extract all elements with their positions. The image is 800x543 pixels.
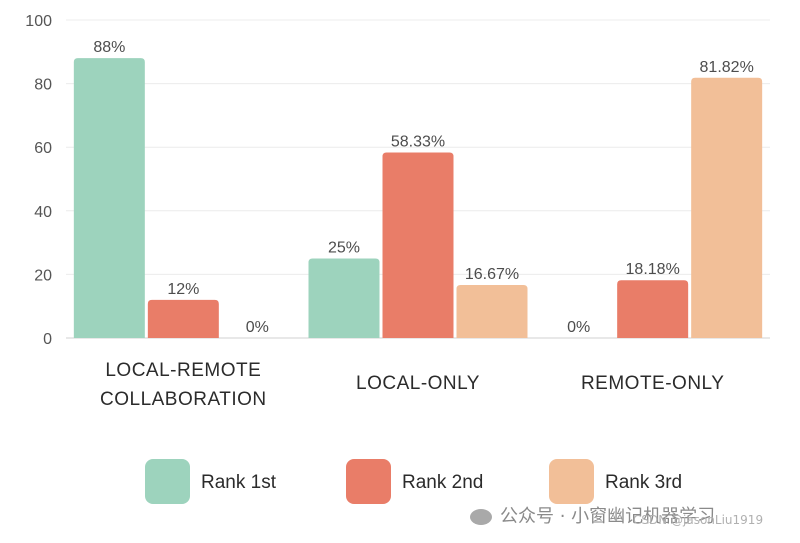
bar (617, 280, 689, 338)
data-label: 16.67% (465, 266, 519, 283)
wechat-icon (470, 509, 492, 525)
data-label: 88% (93, 39, 125, 56)
bars (73, 58, 763, 338)
bar (691, 77, 763, 338)
data-label: 0% (246, 319, 269, 336)
y-tick-label: 40 (34, 204, 52, 221)
bar (73, 58, 145, 338)
data-label: 58.33% (391, 134, 445, 151)
watermark-text: 公众号 · 小窗幽记机器学习 (500, 506, 716, 527)
y-tick-label: 0 (43, 331, 52, 348)
data-label: 12% (167, 281, 199, 298)
data-labels: 88% 12% 0% 25% 58.33% 16.67% 0% 18.18% 81.82% (93, 39, 753, 336)
bar (456, 284, 528, 338)
legend: Rank 1st Rank 2nd Rank 3rd (145, 459, 682, 504)
y-tick-label: 20 (34, 267, 52, 284)
legend-swatch (549, 459, 594, 504)
legend-swatch (346, 459, 391, 504)
legend-label: Rank 3rd (605, 472, 682, 493)
legend-label: Rank 2nd (402, 472, 483, 493)
bar (382, 152, 454, 338)
data-label: 81.82% (700, 59, 754, 76)
y-tick-label: 60 (34, 140, 52, 157)
x-category-label: LOCAL-REMOTE (105, 360, 261, 381)
bar (147, 299, 219, 338)
x-category-label: LOCAL-ONLY (356, 373, 480, 394)
data-label: 0% (567, 319, 590, 336)
y-tick-label: 80 (34, 77, 52, 94)
credit-text: CSDN @jasonLiu1919 (633, 513, 764, 527)
y-tick-label: 100 (25, 13, 52, 30)
x-category-label: REMOTE-ONLY (581, 373, 724, 394)
x-axis-labels: LOCAL-REMOTE COLLABORATION LOCAL-ONLY REMOT… (100, 360, 724, 410)
y-axis-ticks: 0 20 40 60 80 100 (25, 13, 52, 348)
data-label: 18.18% (626, 261, 680, 278)
watermark: 公众号 · 小窗幽记机器学习 (470, 502, 715, 528)
x-category-label: COLLABORATION (100, 389, 267, 410)
data-label: 25% (328, 240, 360, 257)
bar (308, 258, 380, 338)
legend-label: Rank 1st (201, 472, 277, 493)
legend-swatch (145, 459, 190, 504)
